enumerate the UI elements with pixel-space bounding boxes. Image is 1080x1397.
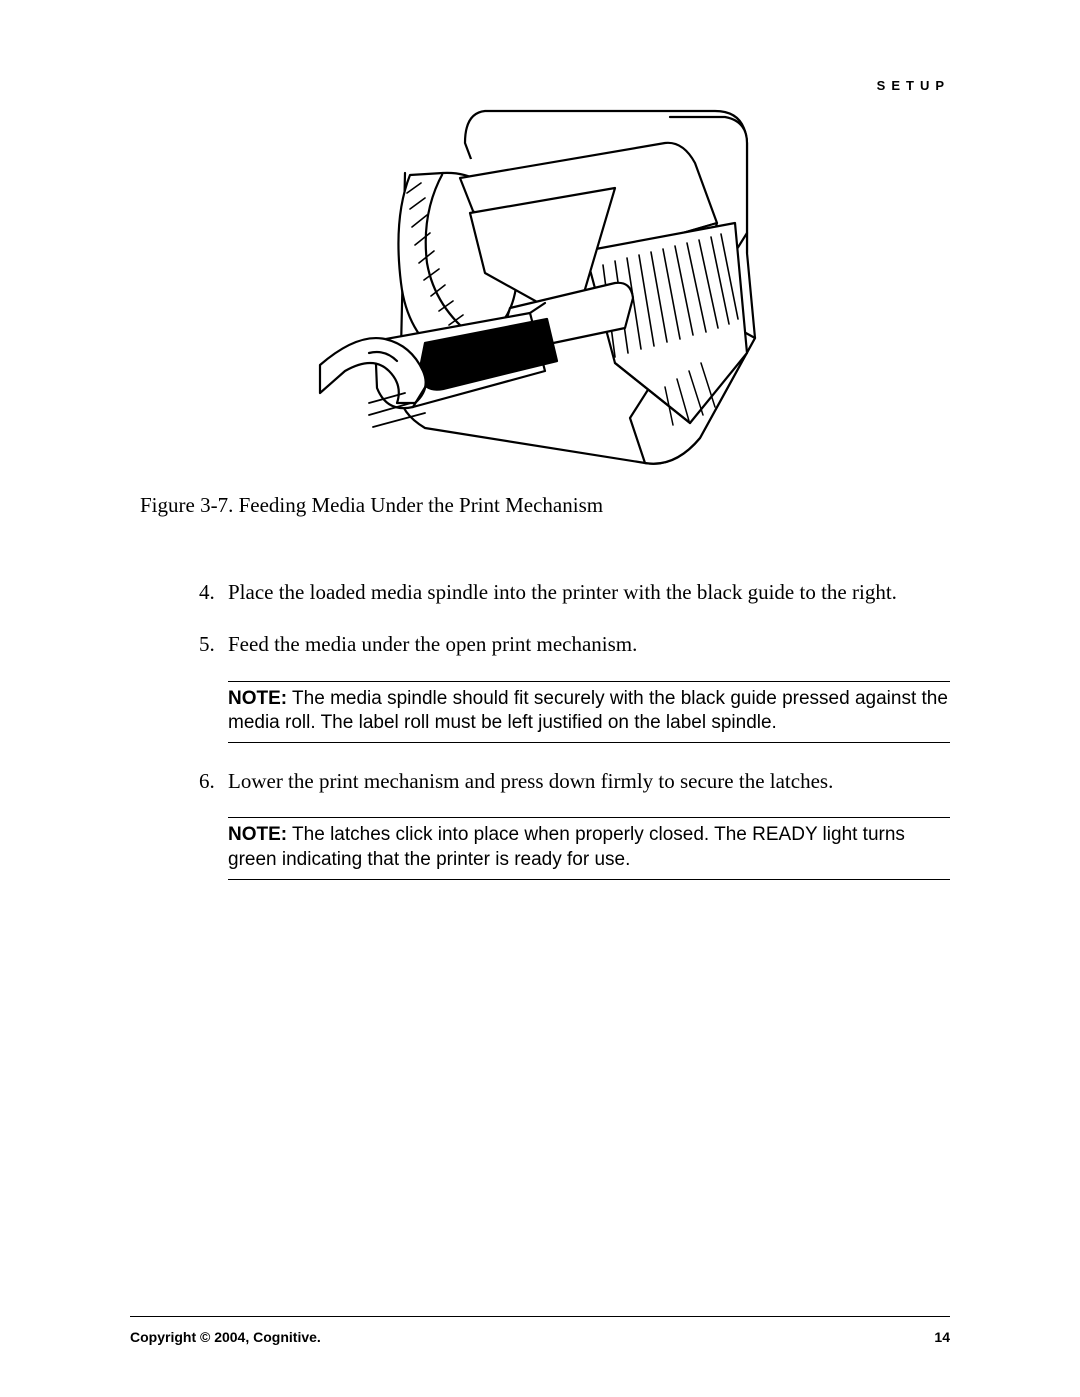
list-item: Lower the print mechanism and press down… xyxy=(220,767,950,880)
step-text: Lower the print mechanism and press down… xyxy=(228,769,833,793)
list-item: Feed the media under the open print mech… xyxy=(220,630,950,743)
footer-rule xyxy=(130,1316,950,1317)
copyright-text: Copyright © 2004, Cognitive. xyxy=(130,1329,321,1345)
figure-caption: Figure 3-7. Feeding Media Under the Prin… xyxy=(130,493,950,518)
note-text: The latches click into place when proper… xyxy=(228,824,905,870)
step-text: Feed the media under the open print mech… xyxy=(228,632,637,656)
note-text: The media spindle should fit securely wi… xyxy=(228,688,948,734)
section-header: SETUP xyxy=(877,78,950,93)
note-block: NOTE: The latches click into place when … xyxy=(228,817,950,879)
instruction-list: Place the loaded media spindle into the … xyxy=(180,578,950,880)
page-number: 14 xyxy=(934,1329,950,1345)
step-text: Place the loaded media spindle into the … xyxy=(228,580,897,604)
note-label: NOTE: xyxy=(228,824,287,845)
note-block: NOTE: The media spindle should fit secur… xyxy=(228,681,950,743)
note-label: NOTE: xyxy=(228,688,287,709)
list-item: Place the loaded media spindle into the … xyxy=(220,578,950,606)
figure-illustration xyxy=(315,103,765,483)
manual-page: SETUP xyxy=(0,0,1080,1397)
page-footer: Copyright © 2004, Cognitive. 14 xyxy=(130,1329,950,1345)
